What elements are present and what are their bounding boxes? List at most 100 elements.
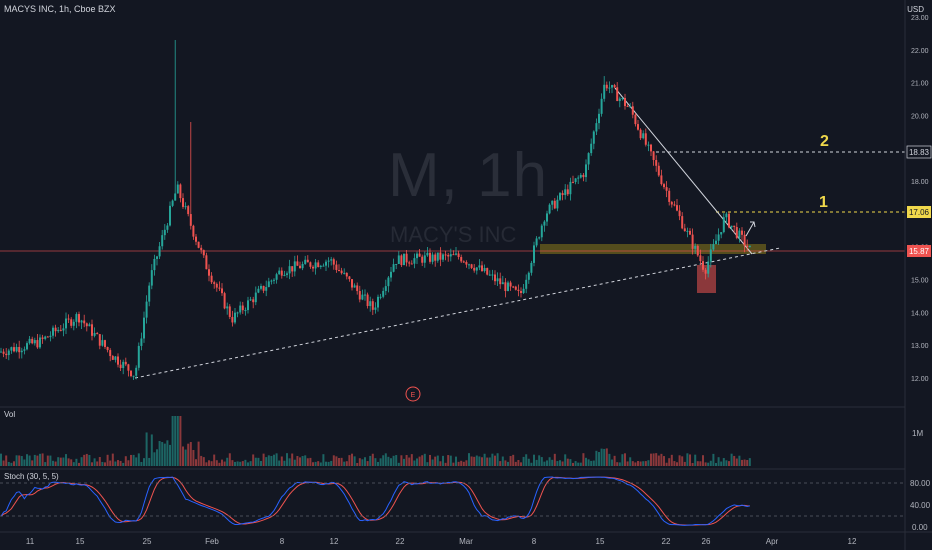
- volume-bar: [267, 455, 270, 466]
- candle-body: [59, 329, 62, 331]
- volume-bar: [512, 454, 515, 466]
- volume-pane-label[interactable]: Vol: [4, 410, 16, 419]
- volume-bar: [707, 462, 710, 466]
- volume-bars: [0, 416, 751, 466]
- volume-bar: [15, 455, 18, 466]
- volume-bar: [366, 461, 369, 466]
- volume-bar: [720, 461, 723, 466]
- candle-body: [574, 178, 577, 183]
- volume-bar: [504, 460, 507, 466]
- volume-bar: [522, 456, 525, 466]
- candle-body: [665, 187, 668, 191]
- stoch-pane-label[interactable]: Stoch (30, 5, 5): [4, 472, 59, 481]
- volume-bar: [158, 441, 161, 466]
- volume-bar: [631, 461, 634, 466]
- volume-bar: [104, 462, 106, 466]
- candle-body: [130, 370, 132, 377]
- volume-bar: [195, 459, 197, 466]
- volume-bar: [72, 462, 75, 466]
- volume-bar: [327, 461, 330, 466]
- level-1-price-text: 17.06: [909, 208, 930, 217]
- volume-bar: [395, 455, 398, 466]
- volume-bar: [494, 455, 496, 466]
- volume-bar: [10, 462, 13, 466]
- candle-body: [644, 133, 647, 145]
- candle-body: [491, 274, 494, 276]
- volume-bar: [390, 458, 392, 466]
- time-axis[interactable]: 11 15 25 Feb 8 12 22 Mar 8 15 22 26 Apr 12: [26, 537, 857, 546]
- volume-bar: [215, 460, 218, 466]
- candle-body: [707, 261, 710, 274]
- volume-bar: [283, 460, 286, 466]
- candle-body: [720, 232, 723, 235]
- volume-bar: [520, 462, 522, 466]
- price-axis[interactable]: 23.0022.0021.0020.0019.0018.0017.0016.00…: [911, 15, 929, 383]
- level-2-label: 2: [820, 133, 829, 150]
- volume-bar: [187, 443, 190, 466]
- candle-body: [535, 238, 538, 246]
- volume-bar: [715, 462, 717, 466]
- candle-body: [647, 144, 650, 146]
- volume-bar: [31, 460, 34, 466]
- symbol-header[interactable]: MACYS INC, 1h, Cboe BZX: [4, 4, 116, 14]
- volume-bar: [150, 434, 153, 466]
- volume-bar: [257, 457, 260, 466]
- candle-body: [236, 312, 239, 314]
- volume-bar: [444, 462, 447, 466]
- volume-bar: [28, 455, 31, 466]
- candle-body: [309, 262, 312, 267]
- candle-body: [421, 256, 424, 263]
- volume-bar: [184, 449, 187, 466]
- volume-bar: [148, 457, 151, 466]
- candle-body: [275, 274, 278, 280]
- candle-body: [722, 217, 725, 233]
- volume-bar: [101, 461, 104, 466]
- candle-body: [678, 210, 681, 217]
- volume-bar: [96, 461, 99, 466]
- candle-body: [114, 356, 117, 360]
- volume-bar: [514, 461, 517, 466]
- earnings-marker-icon[interactable]: [405, 386, 421, 402]
- volume-bar: [686, 453, 689, 466]
- volume-bar: [600, 448, 603, 466]
- volume-bar: [36, 455, 39, 466]
- volume-bar: [299, 457, 301, 466]
- volume-bar: [273, 454, 275, 466]
- candle-body: [254, 292, 257, 303]
- volume-bar: [117, 460, 119, 466]
- volume-bar: [114, 461, 117, 466]
- volume-bar: [343, 461, 346, 466]
- level-1-price-tag: 17.06: [907, 206, 931, 218]
- stoch-axis-tick-0: 0.00: [912, 523, 928, 532]
- volume-bar: [226, 457, 229, 466]
- volume-bar: [345, 461, 348, 466]
- candle-body: [384, 286, 387, 291]
- volume-bar: [486, 457, 489, 466]
- time-tick-label: 22: [396, 537, 405, 546]
- volume-bar: [166, 440, 169, 466]
- candle-body: [561, 193, 564, 196]
- candle-body: [239, 305, 242, 313]
- candle-body: [280, 270, 283, 276]
- volume-bar: [109, 460, 112, 466]
- candle-body: [423, 255, 426, 263]
- volume-bar: [478, 456, 481, 466]
- volume-bar: [280, 456, 283, 466]
- volume-bar: [405, 455, 408, 466]
- volume-bar: [91, 462, 93, 466]
- candle-body: [556, 199, 559, 209]
- volume-bar: [348, 455, 351, 466]
- candle-body: [538, 237, 541, 239]
- candle-body: [5, 353, 8, 356]
- candle-body: [267, 281, 270, 288]
- candle-body: [319, 265, 322, 267]
- volume-bar: [475, 455, 478, 466]
- candle-body: [462, 261, 465, 263]
- candle-body: [301, 263, 304, 269]
- candle-body: [501, 282, 504, 285]
- candle-body: [364, 294, 366, 296]
- volume-bar: [275, 453, 278, 466]
- candle-body: [520, 290, 522, 294]
- stoch-axis-tick-40: 40.00: [910, 501, 931, 510]
